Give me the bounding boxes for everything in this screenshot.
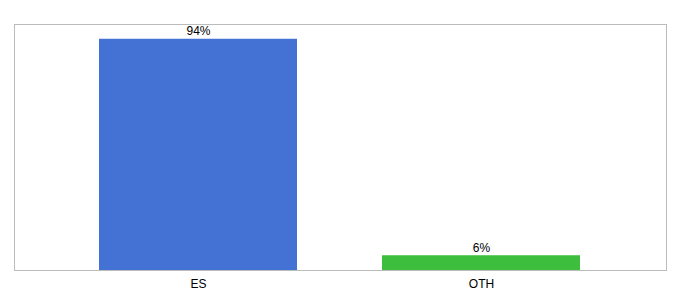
svg-text:ES: ES (190, 277, 206, 291)
svg-text:94%: 94% (186, 24, 210, 38)
svg-text:6%: 6% (473, 241, 491, 255)
svg-text:OTH: OTH (469, 277, 494, 291)
